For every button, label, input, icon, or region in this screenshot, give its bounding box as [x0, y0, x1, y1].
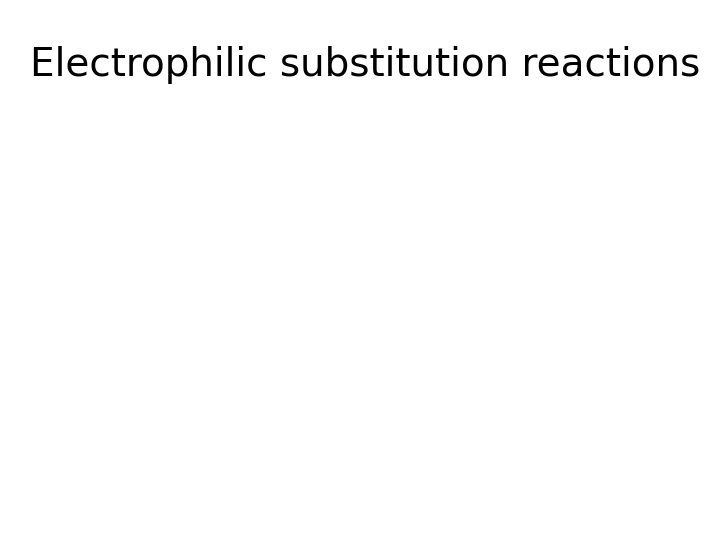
Text: Electrophilic substitution reactions: Electrophilic substitution reactions [30, 46, 701, 84]
